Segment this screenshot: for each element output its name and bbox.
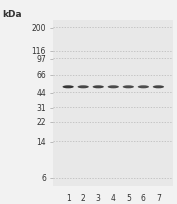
Text: –: – [49, 71, 53, 80]
Ellipse shape [138, 86, 149, 89]
Text: 97: 97 [36, 55, 46, 64]
Ellipse shape [153, 86, 164, 89]
Text: –: – [49, 118, 53, 127]
Text: 6: 6 [41, 173, 46, 182]
Text: 7: 7 [156, 193, 161, 202]
Text: 200: 200 [32, 24, 46, 33]
Ellipse shape [110, 87, 117, 88]
Ellipse shape [62, 86, 74, 89]
Text: 2: 2 [81, 193, 85, 202]
Ellipse shape [108, 86, 119, 89]
Text: 66: 66 [36, 71, 46, 80]
Text: 116: 116 [32, 47, 46, 56]
Text: –: – [49, 47, 53, 56]
Ellipse shape [140, 87, 147, 88]
Text: 31: 31 [36, 103, 46, 112]
Ellipse shape [78, 86, 89, 89]
Text: 14: 14 [36, 137, 46, 146]
Ellipse shape [95, 87, 102, 88]
Ellipse shape [93, 86, 104, 89]
Ellipse shape [155, 87, 162, 88]
Text: 4: 4 [111, 193, 116, 202]
Text: –: – [49, 103, 53, 112]
Ellipse shape [80, 87, 87, 88]
Text: 3: 3 [96, 193, 101, 202]
Text: –: – [49, 137, 53, 146]
Ellipse shape [123, 86, 134, 89]
Text: 22: 22 [36, 118, 46, 127]
Ellipse shape [125, 87, 132, 88]
Text: 6: 6 [141, 193, 146, 202]
Text: kDa: kDa [2, 10, 21, 19]
Text: 5: 5 [126, 193, 131, 202]
Text: –: – [49, 88, 53, 97]
Text: 1: 1 [66, 193, 70, 202]
Text: –: – [49, 55, 53, 64]
Text: 44: 44 [36, 88, 46, 97]
Text: –: – [49, 173, 53, 182]
Ellipse shape [65, 87, 72, 88]
Text: –: – [49, 24, 53, 33]
